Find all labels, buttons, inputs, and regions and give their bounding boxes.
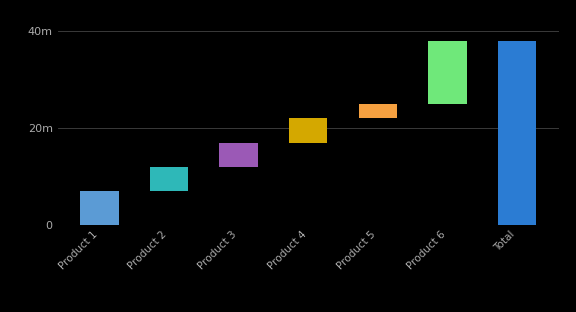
Bar: [289, 119, 327, 143]
Bar: [428, 41, 467, 104]
Bar: [219, 143, 257, 167]
Bar: [80, 191, 119, 225]
Bar: [498, 41, 536, 225]
Bar: [150, 167, 188, 191]
Bar: [359, 104, 397, 119]
